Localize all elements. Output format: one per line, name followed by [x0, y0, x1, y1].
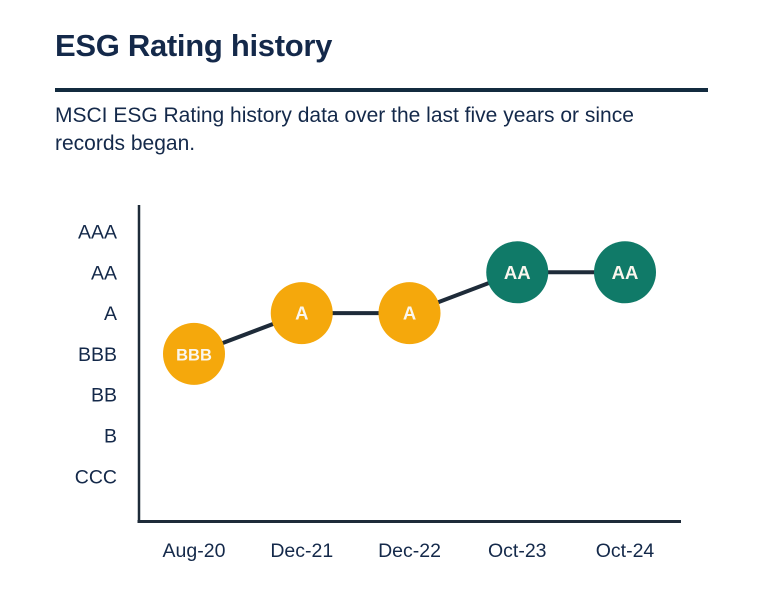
- x-axis-label-dec-21: Dec-21: [270, 540, 333, 562]
- x-axis-label-dec-22: Dec-22: [378, 540, 441, 562]
- y-axis-label-a: A: [104, 303, 117, 325]
- page-title: ESG Rating history: [55, 28, 333, 63]
- rating-marker-oct-24: [594, 241, 656, 304]
- page-subtitle: MSCI ESG Rating history data over the la…: [55, 104, 634, 155]
- rating-marker-label-oct-23: AA: [504, 262, 531, 283]
- rating-marker-aug-20: [163, 322, 225, 385]
- rating-marker-label-dec-21: A: [295, 303, 308, 324]
- rating-marker-dec-22: [378, 282, 441, 345]
- x-axis-label-oct-24: Oct-24: [596, 540, 655, 562]
- y-axis-label-bbb: BBB: [78, 344, 117, 366]
- title-divider: [55, 88, 708, 92]
- y-axis-label-aa: AA: [91, 262, 117, 284]
- y-axis-label-ccc: CCC: [75, 466, 117, 488]
- x-axis-label-aug-20: Aug-20: [163, 540, 226, 562]
- rating-marker-label-aug-20: BBB: [176, 346, 212, 364]
- rating-marker-oct-23: [486, 241, 549, 304]
- rating-marker-dec-21: [270, 282, 333, 345]
- x-axis-label-oct-23: Oct-23: [488, 540, 547, 562]
- y-axis-label-b: B: [104, 426, 117, 448]
- rating-marker-label-oct-24: AA: [612, 262, 639, 283]
- y-axis-label-bb: BB: [91, 385, 117, 407]
- rating-marker-label-dec-22: A: [403, 303, 416, 324]
- y-axis-label-aaa: AAA: [78, 222, 117, 244]
